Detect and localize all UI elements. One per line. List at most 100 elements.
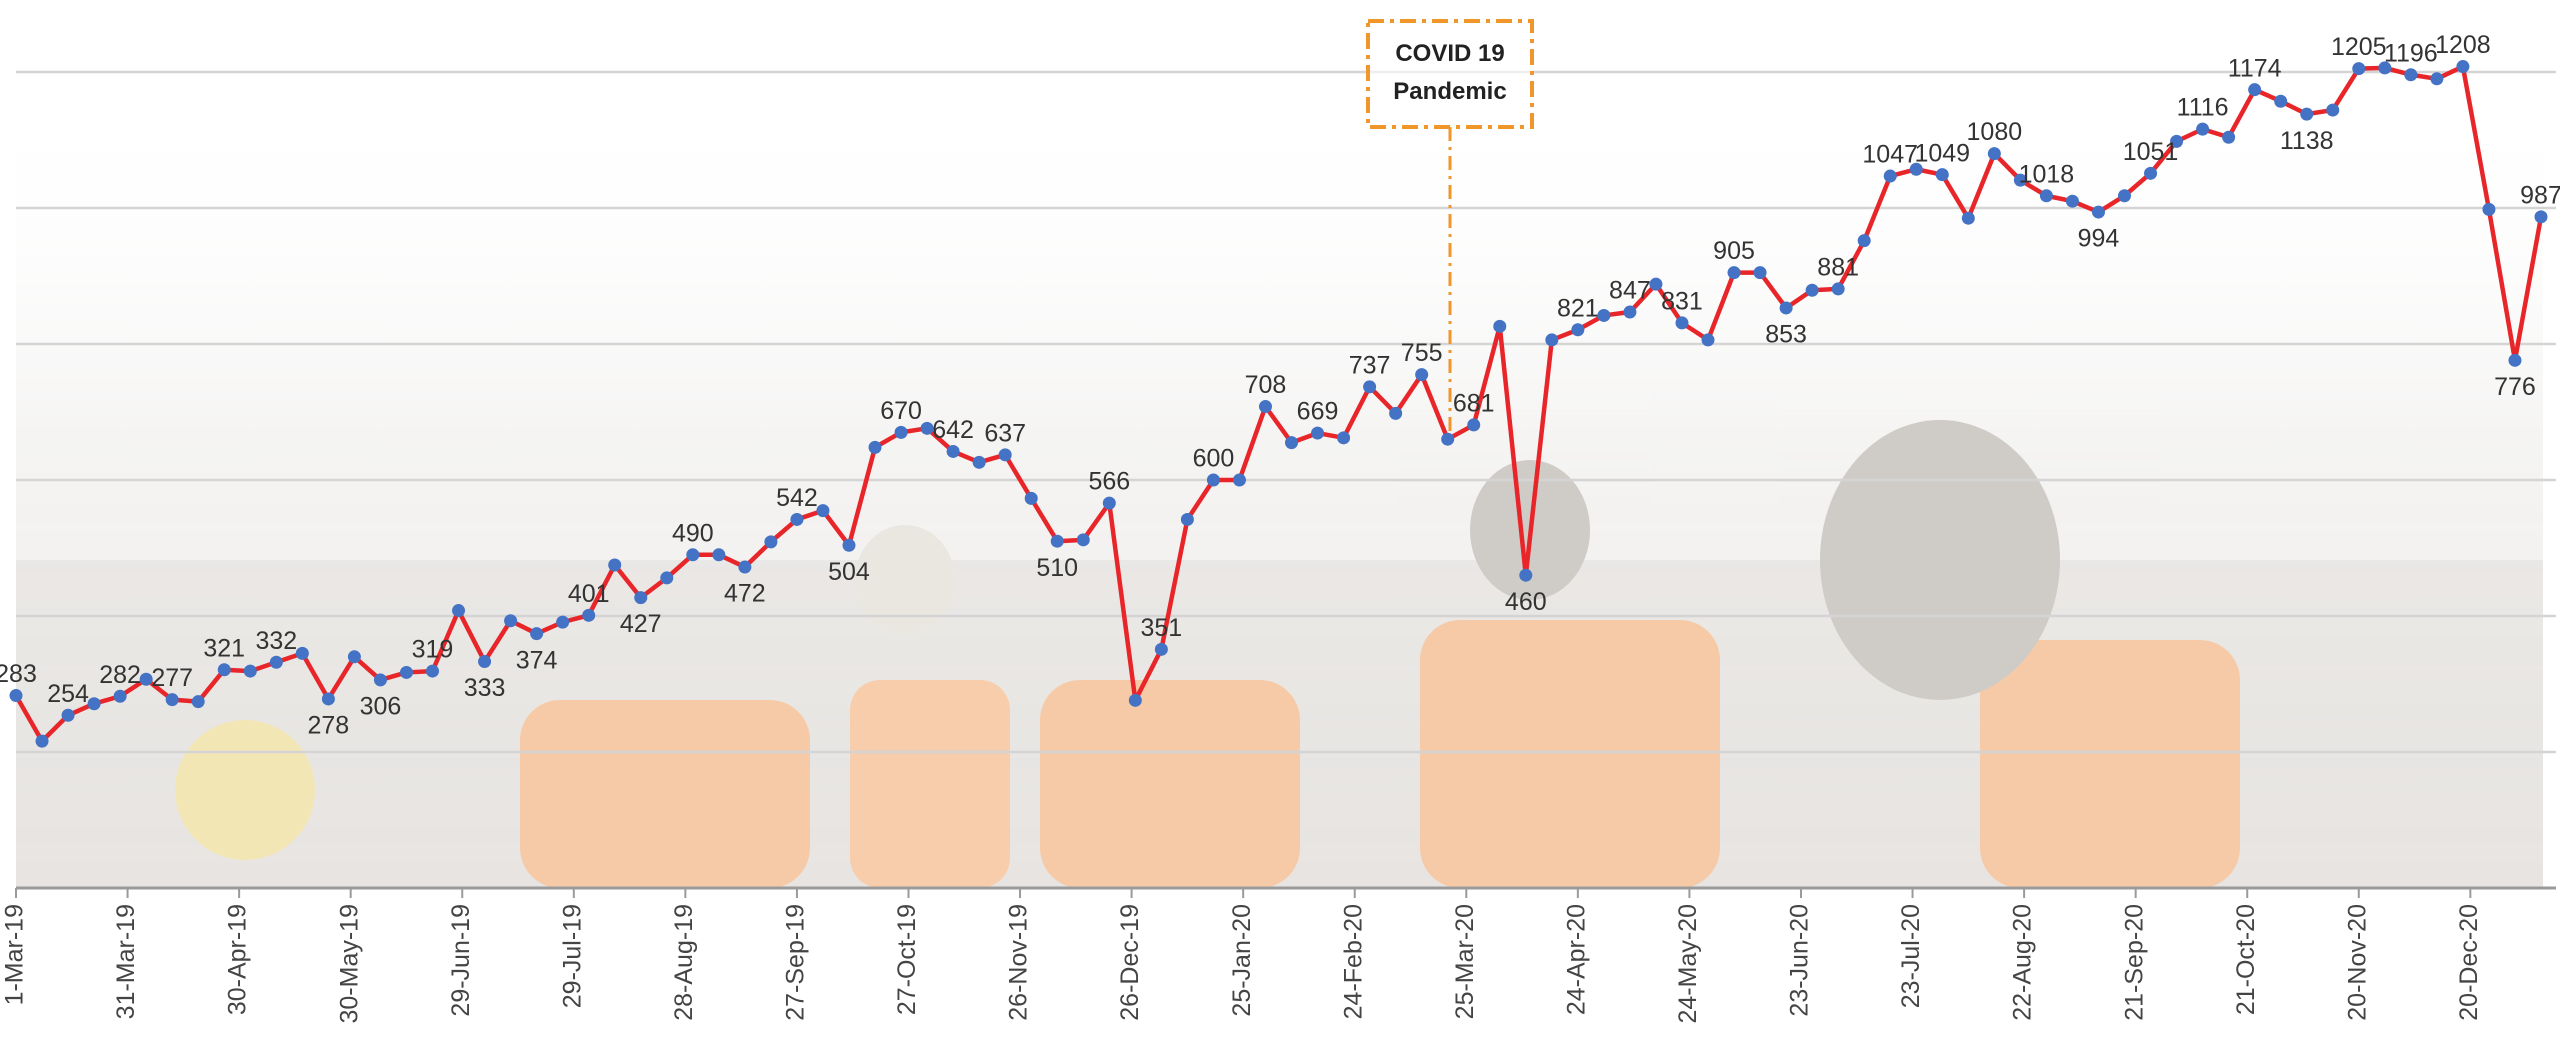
data-label: 853	[1765, 321, 1807, 349]
point	[686, 548, 699, 561]
point	[1754, 266, 1767, 279]
point	[1623, 306, 1636, 319]
data-label: 831	[1661, 288, 1703, 316]
x-tick-label: 30-May-19	[335, 904, 363, 1024]
point	[1832, 282, 1845, 295]
point	[1129, 694, 1142, 707]
x-tick-label: 24-May-20	[1674, 904, 1702, 1024]
point	[660, 571, 673, 584]
point	[1962, 212, 1975, 225]
point	[1988, 147, 2001, 160]
point	[114, 690, 127, 703]
data-label: 1196	[2384, 39, 2438, 67]
point	[2274, 95, 2287, 108]
point	[2456, 60, 2469, 73]
data-label: 881	[1817, 254, 1859, 282]
x-tick-label: 24-Apr-20	[1562, 904, 1590, 1015]
annotation-text: Pandemic	[1393, 78, 1506, 105]
point	[556, 616, 569, 629]
x-tick-label: 20-Dec-20	[2455, 904, 2483, 1021]
point	[1363, 380, 1376, 393]
point	[1181, 513, 1194, 526]
data-label: 278	[308, 712, 350, 740]
point	[764, 535, 777, 548]
point	[869, 441, 882, 454]
x-tick-label: 23-Jun-20	[1786, 904, 1814, 1017]
data-label: 737	[1349, 351, 1391, 379]
data-label: 670	[880, 397, 922, 425]
data-label: 321	[203, 634, 245, 662]
x-tick-label: 29-Jun-19	[447, 904, 475, 1017]
point	[1545, 333, 1558, 346]
point	[1858, 234, 1871, 247]
point	[504, 614, 517, 627]
point	[1519, 569, 1532, 582]
data-label: 283	[0, 660, 37, 688]
x-tick-label: 26-Dec-19	[1116, 904, 1144, 1021]
point	[374, 673, 387, 686]
x-tick-label: 24-Feb-20	[1339, 904, 1367, 1019]
x-tick-label: 25-Mar-20	[1451, 904, 1479, 1019]
data-label: 472	[724, 580, 766, 608]
point	[842, 539, 855, 552]
point	[2248, 83, 2261, 96]
point	[1780, 301, 1793, 314]
point	[348, 650, 361, 663]
point	[1806, 284, 1819, 297]
data-label: 1047	[1862, 141, 1918, 169]
point	[1207, 474, 1220, 487]
data-label: 566	[1088, 468, 1130, 496]
point	[2535, 210, 2548, 223]
point	[1103, 497, 1116, 510]
point	[1728, 266, 1741, 279]
data-label: 401	[568, 580, 610, 608]
x-tick-label: 27-Oct-19	[893, 904, 921, 1015]
point	[1675, 316, 1688, 329]
x-tick-label: 30-Apr-19	[224, 904, 252, 1015]
point	[166, 693, 179, 706]
data-label: 1049	[1914, 139, 1970, 167]
x-tick-label: 21-Sep-20	[2120, 904, 2148, 1021]
data-label: 490	[672, 519, 714, 547]
data-label: 374	[516, 646, 558, 674]
data-label: 319	[412, 636, 454, 664]
x-tick-label: 23-Jul-20	[1897, 904, 1925, 1008]
x-tick-label: 21-Oct-20	[2232, 904, 2260, 1015]
x-tick-label: 28-Aug-19	[670, 904, 698, 1021]
point	[2508, 354, 2521, 367]
x-tick-label: 31-Mar-19	[112, 904, 140, 1019]
data-label: 987	[2520, 181, 2560, 209]
x-tick-label: 26-Nov-19	[1005, 904, 1033, 1021]
point	[790, 513, 803, 526]
data-label: 332	[255, 627, 297, 655]
data-label: 1018	[2019, 160, 2075, 188]
point	[2352, 62, 2365, 75]
data-label: 708	[1245, 371, 1287, 399]
data-label: 1205	[2331, 33, 2387, 61]
point	[2222, 131, 2235, 144]
point	[2404, 68, 2417, 81]
point	[895, 426, 908, 439]
point	[1311, 427, 1324, 440]
point	[1415, 368, 1428, 381]
point	[244, 665, 257, 678]
point	[973, 456, 986, 469]
point	[2092, 206, 2105, 219]
annotation-box	[1368, 21, 1532, 127]
point	[947, 445, 960, 458]
point	[452, 604, 465, 617]
point	[1025, 492, 1038, 505]
point	[1233, 474, 1246, 487]
point	[218, 663, 231, 676]
data-label: 642	[932, 416, 974, 444]
annotation-text: COVID 19	[1395, 40, 1504, 67]
data-label: 637	[984, 419, 1026, 447]
data-label: 821	[1557, 294, 1599, 322]
data-label: 254	[47, 680, 89, 708]
point	[1884, 170, 1897, 183]
point	[738, 561, 751, 574]
background-photo	[16, 80, 2543, 888]
point	[1493, 320, 1506, 333]
point	[1077, 533, 1090, 546]
x-tick-label: 25-Jan-20	[1228, 904, 1256, 1017]
